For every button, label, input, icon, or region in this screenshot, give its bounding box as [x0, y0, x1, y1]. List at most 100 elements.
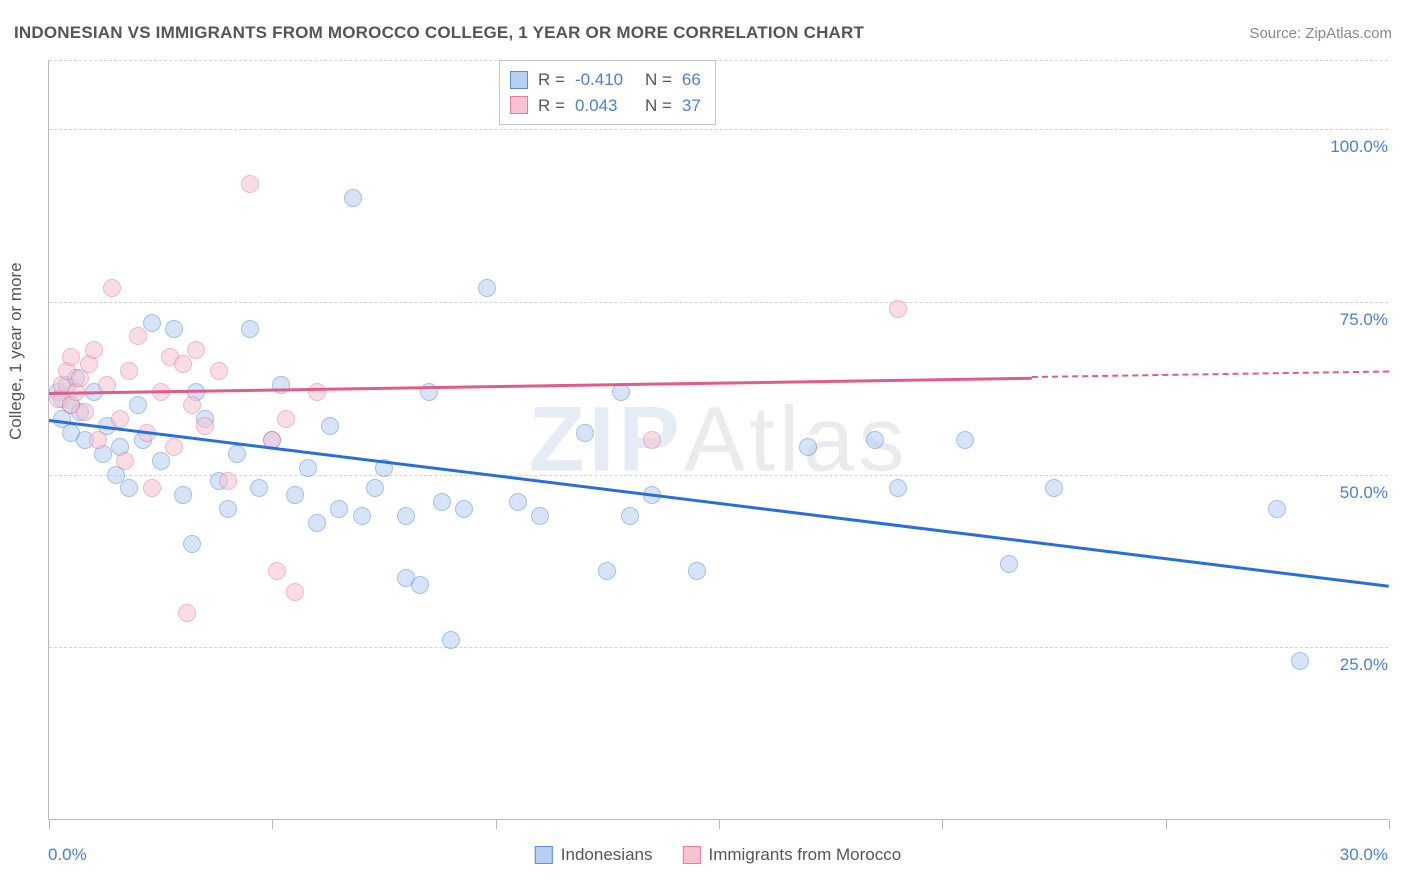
data-point-indonesians [688, 562, 706, 580]
stats-row-indonesians: R = -0.410 N = 66 [510, 67, 701, 93]
chart-title: INDONESIAN VS IMMIGRANTS FROM MOROCCO CO… [14, 23, 864, 43]
data-point-indonesians [455, 500, 473, 518]
swatch-indonesians [535, 846, 553, 864]
r-label: R = [538, 67, 565, 93]
data-point-morocco [178, 604, 196, 622]
data-point-indonesians [183, 535, 201, 553]
gridline [49, 647, 1388, 648]
data-point-indonesians [272, 376, 290, 394]
data-point-morocco [116, 452, 134, 470]
data-point-indonesians [866, 431, 884, 449]
data-point-morocco [196, 417, 214, 435]
data-point-morocco [111, 410, 129, 428]
data-point-morocco [174, 355, 192, 373]
data-point-indonesians [228, 445, 246, 463]
data-point-indonesians [433, 493, 451, 511]
x-tick [1166, 819, 1167, 829]
data-point-indonesians [509, 493, 527, 511]
data-point-indonesians [956, 431, 974, 449]
data-point-morocco [165, 438, 183, 456]
data-point-indonesians [165, 320, 183, 338]
data-point-morocco [62, 348, 80, 366]
data-point-morocco [103, 279, 121, 297]
data-point-indonesians [299, 459, 317, 477]
x-axis-row: 0.0% Indonesians Immigrants from Morocco… [48, 845, 1388, 875]
x-max-label: 30.0% [1340, 845, 1388, 865]
title-bar: INDONESIAN VS IMMIGRANTS FROM MOROCCO CO… [14, 18, 1392, 48]
data-point-indonesians [1045, 479, 1063, 497]
data-point-indonesians [308, 514, 326, 532]
plot-area: ZIPAtlas 25.0%50.0%75.0%100.0%R =-0.410N… [48, 60, 1388, 820]
n-label: N = [645, 93, 672, 119]
data-point-indonesians [219, 500, 237, 518]
data-point-morocco [129, 327, 147, 345]
chart-container: INDONESIAN VS IMMIGRANTS FROM MOROCCO CO… [0, 0, 1406, 892]
data-point-indonesians [1000, 555, 1018, 573]
x-tick [49, 819, 50, 829]
r-value: 0.043 [575, 93, 635, 119]
data-point-indonesians [621, 507, 639, 525]
gridline [49, 129, 1388, 130]
data-point-indonesians [598, 562, 616, 580]
data-point-indonesians [353, 507, 371, 525]
data-point-indonesians [241, 320, 259, 338]
n-value: 66 [682, 67, 701, 93]
data-point-indonesians [889, 479, 907, 497]
y-tick-label: 25.0% [1338, 655, 1390, 675]
data-point-morocco [268, 562, 286, 580]
data-point-indonesians [174, 486, 192, 504]
n-value: 37 [682, 93, 701, 119]
data-point-indonesians [120, 479, 138, 497]
legend-label-morocco: Immigrants from Morocco [708, 845, 901, 865]
stats-row-morocco: R =0.043N =37 [510, 93, 701, 119]
data-point-indonesians [799, 438, 817, 456]
data-point-morocco [120, 362, 138, 380]
data-point-morocco [889, 300, 907, 318]
data-point-indonesians [576, 424, 594, 442]
swatch-morocco [510, 96, 528, 114]
legend-label-indonesians: Indonesians [561, 845, 653, 865]
data-point-indonesians [129, 396, 147, 414]
legend-item-indonesians: Indonesians [535, 845, 653, 865]
source-label: Source: ZipAtlas.com [1249, 25, 1392, 42]
x-min-label: 0.0% [48, 845, 87, 865]
data-point-indonesians [531, 507, 549, 525]
x-tick [942, 819, 943, 829]
x-tick [719, 819, 720, 829]
y-tick-label: 100.0% [1328, 137, 1390, 157]
data-point-indonesians [286, 486, 304, 504]
data-point-morocco [308, 383, 326, 401]
swatch-morocco [682, 846, 700, 864]
trend-line [1032, 371, 1389, 379]
data-point-morocco [210, 362, 228, 380]
y-tick-label: 50.0% [1338, 483, 1390, 503]
swatch-indonesians [510, 71, 528, 89]
data-point-morocco [277, 410, 295, 428]
data-point-morocco [643, 431, 661, 449]
x-tick [1389, 819, 1390, 829]
data-point-indonesians [1268, 500, 1286, 518]
data-point-indonesians [397, 507, 415, 525]
n-label: N = [645, 67, 672, 93]
data-point-morocco [219, 472, 237, 490]
data-point-indonesians [152, 452, 170, 470]
legend-item-morocco: Immigrants from Morocco [682, 845, 901, 865]
data-point-indonesians [250, 479, 268, 497]
data-point-morocco [241, 175, 259, 193]
data-point-indonesians [330, 500, 348, 518]
data-point-indonesians [442, 631, 460, 649]
data-point-morocco [183, 396, 201, 414]
data-point-morocco [187, 341, 205, 359]
data-point-morocco [286, 583, 304, 601]
data-point-indonesians [344, 189, 362, 207]
r-value: -0.410 [575, 67, 635, 93]
data-point-indonesians [411, 576, 429, 594]
data-point-morocco [89, 431, 107, 449]
data-point-morocco [76, 403, 94, 421]
data-point-morocco [85, 341, 103, 359]
x-tick [272, 819, 273, 829]
gridline [49, 302, 1388, 303]
y-axis-title: College, 1 year or more [6, 262, 26, 440]
data-point-indonesians [143, 314, 161, 332]
data-point-indonesians [1291, 652, 1309, 670]
